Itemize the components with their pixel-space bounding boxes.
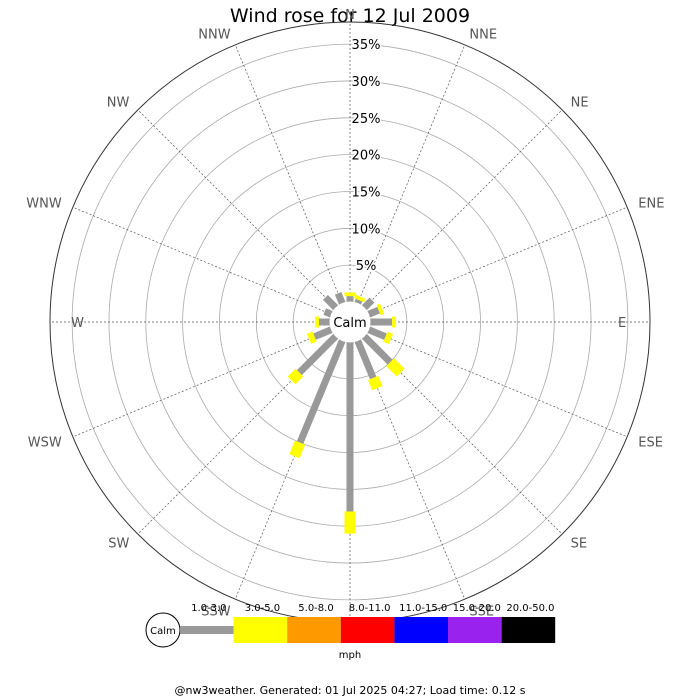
radial-tick-labels: 5% 10% 15% 20% 25% 30% 35% (350, 37, 382, 276)
direction-label-ese: ESE (638, 435, 663, 450)
direction-label-nnw: NNW (198, 28, 230, 43)
legend-bin-label: 3.0-5.0 (245, 603, 280, 614)
radial-tick-label: 20% (352, 149, 381, 164)
direction-label-ssw: SSW (201, 604, 231, 619)
spoke-ssw (234, 340, 343, 600)
legend-bin-label: 11.0-15.0 (399, 603, 447, 614)
legend-calm-label: Calm (150, 626, 176, 637)
footer-text: @nw3weather. Generated: 01 Jul 2025 04:2… (174, 684, 526, 697)
spoke-wsw (72, 329, 332, 438)
legend-bin-label: 8.0-11.0 (349, 603, 391, 614)
direction-labels: NNNENEENEEESESESSESSSWSWWSWWWNWNWNNW (26, 8, 664, 637)
direction-label-e: E (618, 316, 626, 331)
legend-unit-label: mph (339, 650, 361, 661)
bar-sse-1.0-3.0 (354, 339, 377, 380)
radial-tick-label: 10% (352, 222, 381, 237)
legend-bin-label: 15.0-20.0 (453, 603, 501, 614)
legend-swatch-20.0-50.0 (501, 617, 556, 643)
bar-sw-3.0-5.0 (287, 368, 304, 385)
bar-ene-1.0-3.0 (367, 306, 381, 318)
direction-label-n: N (345, 8, 355, 23)
direction-label-se: SE (571, 537, 587, 552)
calm-center: Calm (329, 301, 371, 343)
bar-ssw-3.0-5.0 (289, 440, 306, 459)
legend-swatch-3.0-5.0 (233, 617, 288, 643)
bar-sse-3.0-5.0 (368, 375, 383, 391)
bar-wsw-3.0-5.0 (306, 331, 317, 345)
bar-nne-3.0-5.0 (353, 294, 366, 303)
bar-nw-1.0-3.0 (322, 294, 339, 311)
spoke-ne (363, 109, 563, 309)
bar-ssw-1.0-3.0 (296, 339, 346, 444)
calm-circle (329, 301, 371, 343)
legend-bin-label: 20.0-50.0 (506, 603, 554, 614)
bar-se-1.0-3.0 (361, 333, 393, 365)
legend-swatch-11.0-15.0 (394, 617, 448, 643)
radial-tick-label: 5% (356, 259, 377, 274)
spoke-ese (368, 329, 628, 438)
legend-swatch-5.0-8.0 (287, 617, 341, 643)
bar-nne-1.0-3.0 (354, 298, 363, 305)
legend-bin-label: 1.0-3.0 (191, 603, 226, 614)
direction-label-wnw: WNW (26, 197, 62, 212)
legend-swatch-8.0-11.0 (340, 617, 395, 643)
spoke-nw (137, 109, 337, 309)
radial-tick-label: 35% (352, 38, 381, 53)
spoke-se (363, 335, 563, 535)
bar-nnw-1.0-3.0 (334, 291, 346, 305)
direction-label-ne: NE (571, 95, 589, 110)
direction-label-sw: SW (108, 537, 129, 552)
bar-sw-1.0-3.0 (296, 333, 339, 376)
bar-ese-3.0-5.0 (383, 331, 394, 345)
legend-swatch-1.0-3.0 (180, 626, 234, 634)
direction-label-sse: SSE (469, 604, 494, 619)
bar-wnw-1.0-3.0 (323, 308, 333, 318)
spoke-sse (357, 340, 466, 600)
bar-ne-1.0-3.0 (361, 297, 375, 311)
direction-label-wsw: WSW (28, 435, 62, 450)
spoke-wnw (72, 206, 332, 315)
spoke-ene (368, 206, 628, 315)
legend-swatch-15.0-20.0 (448, 617, 502, 643)
chart-title: Wind rose for 12 Jul 2009 (229, 5, 471, 27)
bar-wsw-1.0-3.0 (313, 326, 333, 340)
wind-bars (287, 291, 405, 534)
radial-tick-label: 15% (352, 185, 381, 200)
legend-bin-label: 5.0-8.0 (298, 603, 333, 614)
direction-label-ene: ENE (638, 197, 664, 212)
radial-tick-label: 25% (352, 112, 381, 127)
direction-label-w: W (71, 316, 84, 331)
bar-ese-1.0-3.0 (367, 326, 387, 340)
spoke-nne (357, 44, 466, 304)
calm-label: Calm (333, 316, 366, 331)
bar-se-3.0-5.0 (386, 358, 405, 377)
direction-spokes (50, 22, 650, 622)
direction-label-nne: NNE (469, 28, 497, 43)
bar-ene-3.0-5.0 (376, 303, 385, 316)
spoke-nnw (234, 44, 343, 304)
radial-tick-label: 30% (352, 75, 381, 90)
direction-label-nw: NW (107, 95, 130, 110)
spoke-sw (137, 335, 337, 535)
